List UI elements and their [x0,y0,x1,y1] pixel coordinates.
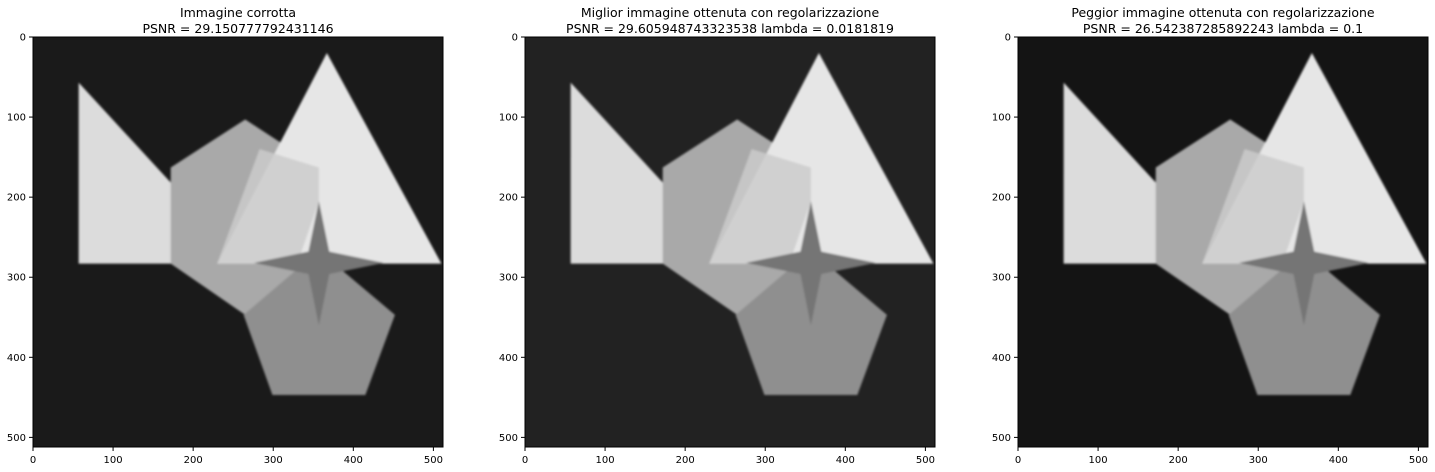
shape-overlap [709,149,811,264]
y-tick-label: 300 [499,273,518,284]
subplot-1-title: Immagine corrotta PSNR = 29.150777792431… [8,5,468,37]
x-tick-label: 500 [916,455,935,466]
y-tick-label: 0 [512,33,518,44]
x-tick-label: 400 [1329,455,1348,466]
x-tick-label: 100 [104,455,123,466]
x-tick-label: 500 [1409,455,1428,466]
y-tick-label: 200 [499,193,518,204]
x-tick-label: 100 [596,455,615,466]
y-tick-label: 400 [499,353,518,364]
subplot-1-title-line2: PSNR = 29.150777792431146 [142,21,334,36]
y-tick-label: 200 [7,193,26,204]
image-area [525,37,935,447]
x-tick-label: 400 [344,455,363,466]
x-tick-label: 200 [676,455,695,466]
y-tick-label: 100 [7,113,26,124]
subplot-3-title-line2: PSNR = 26.542387285892243 lambda = 0.1 [1082,21,1364,36]
subplot-3-title: Peggior immagine ottenuta con regolarizz… [993,5,1435,37]
x-tick-label: 0 [30,455,36,466]
y-tick-label: 100 [499,113,518,124]
x-tick-label: 300 [264,455,283,466]
shape-left-triangle [78,82,174,264]
shape-overlap [217,149,319,264]
y-tick-label: 500 [499,433,518,444]
y-tick-label: 200 [992,193,1011,204]
image-area [33,37,443,447]
x-tick-label: 0 [1015,455,1021,466]
shape-left-triangle [570,82,666,264]
x-tick-label: 100 [1089,455,1108,466]
subplot-1-title-line1: Immagine corrotta [179,5,297,20]
axes-frame [1017,36,1429,448]
axes-frame [32,36,444,448]
image-area [1018,37,1428,447]
x-tick-label: 200 [1169,455,1188,466]
subplot-2-title-line1: Miglior immagine ottenuta con regolarizz… [580,5,880,20]
x-tick-label: 300 [1249,455,1268,466]
subplot-3-title-line1: Peggior immagine ottenuta con regolarizz… [1071,5,1375,20]
shape-overlap [1202,149,1304,264]
x-tick-label: 200 [184,455,203,466]
y-tick-label: 500 [992,433,1011,444]
y-tick-label: 300 [7,273,26,284]
shape-star [254,201,384,326]
x-tick-label: 300 [756,455,775,466]
y-tick-label: 0 [1005,33,1011,44]
shape-star [1239,201,1369,326]
y-tick-label: 400 [7,353,26,364]
y-tick-label: 500 [7,433,26,444]
x-tick-label: 500 [424,455,443,466]
subplot-2-title: Miglior immagine ottenuta con regolarizz… [500,5,960,37]
subplot-2-title-line2: PSNR = 29.605948743323538 lambda = 0.018… [566,21,894,36]
shape-star [746,201,876,326]
y-tick-label: 0 [20,33,26,44]
x-tick-label: 400 [836,455,855,466]
x-tick-label: 0 [522,455,528,466]
shape-left-triangle [1063,82,1159,264]
y-tick-label: 300 [992,273,1011,284]
y-tick-label: 100 [992,113,1011,124]
axes-frame [524,36,936,448]
y-tick-label: 400 [992,353,1011,364]
